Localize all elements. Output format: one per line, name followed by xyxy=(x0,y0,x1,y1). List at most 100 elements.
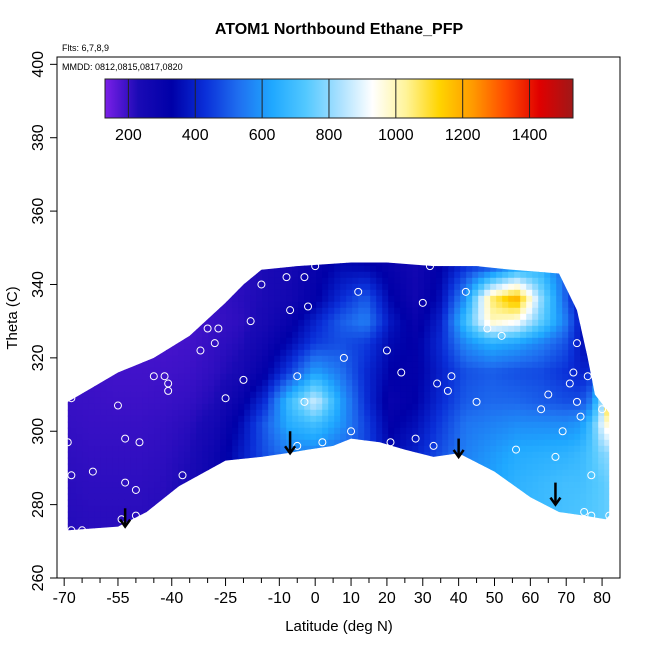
heatmap-cell xyxy=(298,475,305,483)
heatmap-cell xyxy=(484,271,491,279)
sample-point xyxy=(551,452,560,461)
heatmap-cell xyxy=(586,523,593,531)
heatmap-cell xyxy=(154,325,161,333)
heatmap-cell xyxy=(556,283,563,291)
heatmap-cell xyxy=(262,445,269,453)
heatmap-cell xyxy=(562,331,569,339)
heatmap-cell xyxy=(370,349,377,357)
heatmap-cell xyxy=(76,337,83,345)
heatmap-cell xyxy=(610,536,617,543)
heatmap-cell xyxy=(148,487,155,495)
heatmap-cell xyxy=(520,421,527,429)
heatmap-cell xyxy=(322,361,329,369)
heatmap-cell xyxy=(358,529,365,531)
heatmap-cell xyxy=(532,409,539,417)
heatmap-cell xyxy=(442,277,449,285)
heatmap-cell xyxy=(448,265,455,273)
heatmap-cell xyxy=(556,481,563,489)
heatmap-cell xyxy=(136,529,143,531)
heatmap-cell xyxy=(424,248,431,255)
heatmap-cell xyxy=(280,445,287,453)
heatmap-cell xyxy=(208,391,215,399)
heatmap-cell xyxy=(160,289,167,297)
heatmap-cell xyxy=(226,295,233,303)
heatmap-cell xyxy=(118,331,125,339)
heatmap-cell xyxy=(334,529,341,531)
heatmap-cell xyxy=(406,373,413,381)
heatmap-cell xyxy=(562,421,569,429)
heatmap-cell xyxy=(442,523,449,531)
heatmap-cell xyxy=(238,319,245,327)
heatmap-cell xyxy=(562,445,569,453)
heatmap-cell xyxy=(124,283,131,291)
heatmap-field xyxy=(67,248,617,543)
heatmap-cell xyxy=(550,295,557,303)
heatmap-cell xyxy=(574,409,581,417)
heatmap-cell xyxy=(610,374,617,381)
heatmap-cell xyxy=(472,283,479,291)
heatmap-cell xyxy=(310,355,317,363)
heatmap-cell xyxy=(496,271,503,279)
heatmap-cell xyxy=(196,319,203,327)
heatmap-cell xyxy=(526,421,533,429)
heatmap-cell xyxy=(460,254,467,260)
heatmap-cell xyxy=(472,265,479,273)
heatmap-cell xyxy=(172,319,179,327)
heatmap-cell xyxy=(346,307,353,315)
heatmap-cell xyxy=(250,487,257,495)
heatmap-cell xyxy=(70,262,77,267)
heatmap-cell xyxy=(532,379,539,387)
heatmap-cell xyxy=(400,337,407,345)
heatmap-cell xyxy=(448,523,455,531)
heatmap-cell xyxy=(316,457,323,465)
heatmap-cell xyxy=(178,457,185,465)
heatmap-cell xyxy=(484,427,491,435)
heatmap-cell xyxy=(262,283,269,291)
heatmap-cell xyxy=(76,248,83,255)
heatmap-cell xyxy=(226,343,233,351)
heatmap-cell xyxy=(394,397,401,405)
heatmap-cell xyxy=(370,283,377,291)
heatmap-cell xyxy=(130,505,137,513)
heatmap-cell xyxy=(394,463,401,471)
heatmap-cell xyxy=(514,421,521,429)
heatmap-cell xyxy=(226,355,233,363)
heatmap-cell xyxy=(196,331,203,339)
heatmap-cell xyxy=(376,481,383,489)
heatmap-cell xyxy=(316,481,323,489)
heatmap-cell xyxy=(202,248,209,255)
heatmap-cell xyxy=(412,337,419,345)
heatmap-cell xyxy=(574,475,581,483)
heatmap-cell xyxy=(454,487,461,495)
heatmap-cell xyxy=(538,529,545,531)
heatmap-cell xyxy=(478,505,485,513)
heatmap-cell xyxy=(304,487,311,495)
heatmap-cell xyxy=(424,349,431,357)
heatmap-cell xyxy=(454,427,461,435)
heatmap-cell xyxy=(454,421,461,429)
heatmap-cell xyxy=(580,427,587,435)
heatmap-cell xyxy=(448,433,455,441)
heatmap-cell xyxy=(94,397,101,405)
heatmap-cell xyxy=(550,391,557,399)
heatmap-cell xyxy=(520,505,527,513)
heatmap-cell xyxy=(340,439,347,447)
heatmap-cell xyxy=(76,397,83,405)
heatmap-cell xyxy=(238,457,245,465)
heatmap-cell xyxy=(520,511,527,519)
heatmap-cell xyxy=(310,254,317,260)
heatmap-cell xyxy=(304,319,311,327)
heatmap-cell xyxy=(352,433,359,441)
heatmap-cell xyxy=(220,409,227,417)
heatmap-cell xyxy=(136,271,143,279)
heatmap-cell xyxy=(430,487,437,495)
heatmap-cell xyxy=(298,499,305,507)
heatmap-cell xyxy=(184,349,191,357)
heatmap-cell xyxy=(334,248,341,255)
heatmap-cell xyxy=(184,319,191,327)
heatmap-cell xyxy=(460,403,467,411)
heatmap-cell xyxy=(142,277,149,285)
heatmap-cell xyxy=(430,254,437,260)
heatmap-cell xyxy=(232,397,239,405)
heatmap-cell xyxy=(364,265,371,273)
